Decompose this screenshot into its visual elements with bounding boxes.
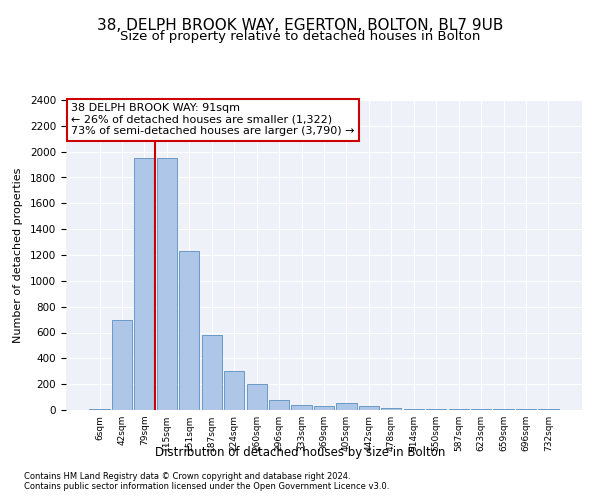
Bar bbox=[538, 408, 559, 410]
Bar bbox=[157, 158, 177, 410]
Bar bbox=[134, 158, 155, 410]
Bar bbox=[359, 406, 379, 410]
Bar bbox=[292, 405, 311, 410]
Text: 38, DELPH BROOK WAY, EGERTON, BOLTON, BL7 9UB: 38, DELPH BROOK WAY, EGERTON, BOLTON, BL… bbox=[97, 18, 503, 32]
Bar bbox=[337, 403, 356, 410]
Bar bbox=[269, 400, 289, 410]
Y-axis label: Number of detached properties: Number of detached properties bbox=[13, 168, 23, 342]
Bar bbox=[381, 408, 401, 410]
Bar bbox=[247, 384, 267, 410]
Bar bbox=[224, 370, 244, 410]
Bar bbox=[314, 406, 334, 410]
Bar bbox=[179, 251, 199, 410]
Text: Contains public sector information licensed under the Open Government Licence v3: Contains public sector information licen… bbox=[24, 482, 389, 491]
Bar bbox=[471, 408, 491, 410]
Text: 38 DELPH BROOK WAY: 91sqm
← 26% of detached houses are smaller (1,322)
73% of se: 38 DELPH BROOK WAY: 91sqm ← 26% of detac… bbox=[71, 103, 355, 136]
Bar bbox=[112, 320, 132, 410]
Text: Contains HM Land Registry data © Crown copyright and database right 2024.: Contains HM Land Registry data © Crown c… bbox=[24, 472, 350, 481]
Text: Distribution of detached houses by size in Bolton: Distribution of detached houses by size … bbox=[155, 446, 445, 459]
Bar bbox=[89, 408, 110, 410]
Bar bbox=[404, 408, 424, 410]
Text: Size of property relative to detached houses in Bolton: Size of property relative to detached ho… bbox=[120, 30, 480, 43]
Bar bbox=[202, 335, 222, 410]
